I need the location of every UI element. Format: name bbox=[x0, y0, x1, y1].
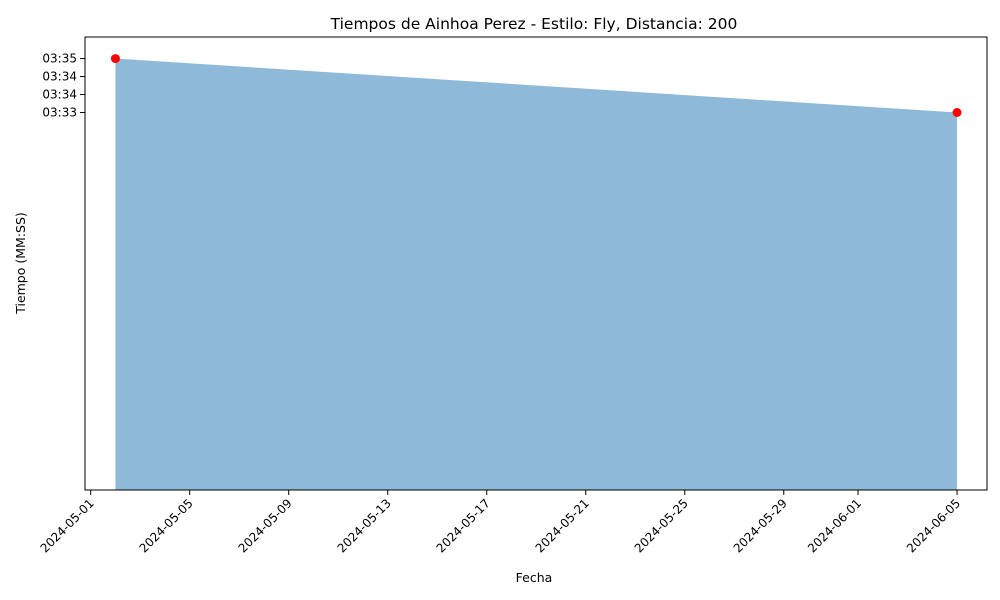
x-tick-label: 2024-05-29 bbox=[731, 496, 790, 555]
y-tick-label: 03:33 bbox=[42, 106, 77, 120]
x-tick-label: 2024-05-17 bbox=[434, 496, 493, 555]
y-tick-label: 03:34 bbox=[42, 88, 77, 102]
y-axis: 03:35 03:34 03:34 03:33 bbox=[42, 52, 85, 120]
x-axis: 2024-05-01 2024-05-05 2024-05-09 2024-05-13… bbox=[38, 490, 963, 555]
x-tick-label: 2024-05-13 bbox=[335, 496, 394, 555]
plot-frame bbox=[84, 36, 988, 491]
x-tick-label: 2024-05-25 bbox=[632, 496, 691, 555]
x-tick-label: 2024-05-21 bbox=[533, 496, 592, 555]
data-point bbox=[952, 108, 962, 117]
x-tick-label: 2024-06-01 bbox=[805, 496, 864, 555]
y-tick-label: 03:34 bbox=[42, 70, 77, 84]
y-tick-label: 03:35 bbox=[42, 52, 77, 66]
area-fill bbox=[115, 58, 958, 490]
data-point bbox=[110, 54, 120, 64]
chart-title: Tiempos de Ainhoa Perez - Estilo: Fly, D… bbox=[330, 15, 738, 33]
x-tick-label: 2024-05-09 bbox=[236, 496, 295, 555]
x-axis-label: Fecha bbox=[516, 570, 553, 585]
x-tick-label: 2024-06-05 bbox=[904, 496, 963, 555]
x-tick-label: 2024-05-05 bbox=[137, 496, 196, 555]
y-axis-label: Tiempo (MM:SS) bbox=[13, 212, 28, 315]
x-tick-label: 2024-05-01 bbox=[38, 496, 97, 555]
plot-area bbox=[110, 54, 962, 490]
